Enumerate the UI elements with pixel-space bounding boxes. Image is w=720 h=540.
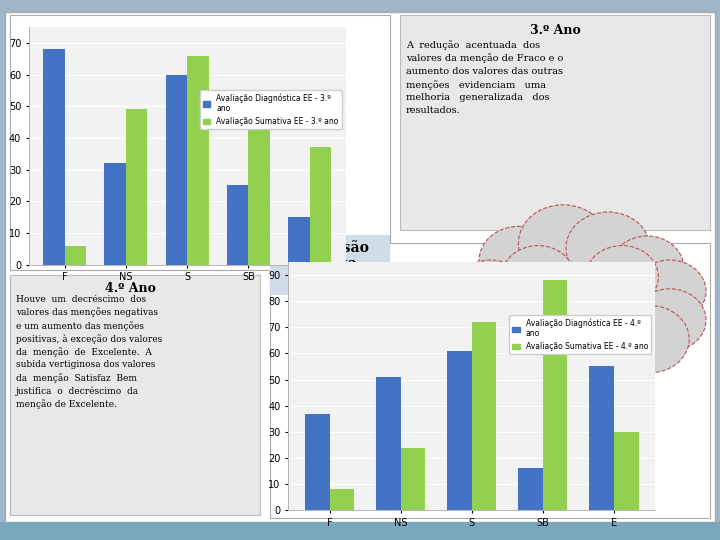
Bar xyxy=(43,49,65,265)
Bar xyxy=(518,469,543,510)
Bar xyxy=(472,322,497,510)
Ellipse shape xyxy=(518,205,608,281)
Ellipse shape xyxy=(502,246,575,308)
Bar xyxy=(65,246,86,265)
Legend: Avaliação Diagnóstica EE - 3.º
ano, Avaliação Sumativa EE - 3.º ano: Avaliação Diagnóstica EE - 3.º ano, Aval… xyxy=(199,90,342,129)
Text: 3.º Ano: 3.º Ano xyxy=(530,24,580,37)
Ellipse shape xyxy=(454,260,527,322)
FancyBboxPatch shape xyxy=(10,15,390,270)
Ellipse shape xyxy=(566,212,650,284)
Bar xyxy=(400,448,426,510)
Ellipse shape xyxy=(633,289,706,351)
Text: Expressão
Escrita: Expressão Escrita xyxy=(291,240,369,271)
Text: 4.º Ano: 4.º Ano xyxy=(104,282,156,295)
FancyBboxPatch shape xyxy=(10,275,260,515)
FancyBboxPatch shape xyxy=(400,15,710,230)
Text: Melhoria nos
resultados
escolares deste
domínio: Melhoria nos resultados escolares deste … xyxy=(532,285,628,335)
Ellipse shape xyxy=(611,236,683,299)
Ellipse shape xyxy=(633,260,706,322)
Bar xyxy=(227,185,248,265)
Ellipse shape xyxy=(480,226,557,294)
FancyBboxPatch shape xyxy=(270,243,710,518)
Bar xyxy=(166,75,187,265)
Ellipse shape xyxy=(454,289,527,351)
Bar xyxy=(543,280,567,510)
Circle shape xyxy=(552,407,575,430)
Bar xyxy=(376,377,400,510)
Ellipse shape xyxy=(611,306,689,373)
Bar xyxy=(310,147,331,265)
Text: A  redução  acentuada  dos
valores da menção de Fraco e o
aumento dos valores da: A redução acentuada dos valores da mençã… xyxy=(406,40,563,114)
Bar xyxy=(330,489,354,510)
Text: Houve  um  decréscimo  dos
valores das menções negativas
e um aumento das mençõe: Houve um decréscimo dos valores das menç… xyxy=(16,295,162,409)
FancyBboxPatch shape xyxy=(270,235,390,295)
Bar xyxy=(104,163,126,265)
Bar xyxy=(613,432,639,510)
Bar xyxy=(288,217,310,265)
FancyBboxPatch shape xyxy=(5,12,715,522)
Ellipse shape xyxy=(471,306,549,373)
FancyBboxPatch shape xyxy=(0,522,720,540)
Bar xyxy=(248,116,270,265)
Bar xyxy=(305,414,330,510)
Circle shape xyxy=(569,382,603,416)
Ellipse shape xyxy=(585,246,658,308)
Bar xyxy=(589,367,613,510)
Bar xyxy=(446,351,472,510)
Bar xyxy=(187,56,209,265)
Ellipse shape xyxy=(535,310,625,387)
Bar xyxy=(126,110,148,265)
Legend: Avaliação Diagnóstica EE - 4.º
ano, Avaliação Sumativa EE - 4.º ano: Avaliação Diagnóstica EE - 4.º ano, Aval… xyxy=(509,315,652,354)
